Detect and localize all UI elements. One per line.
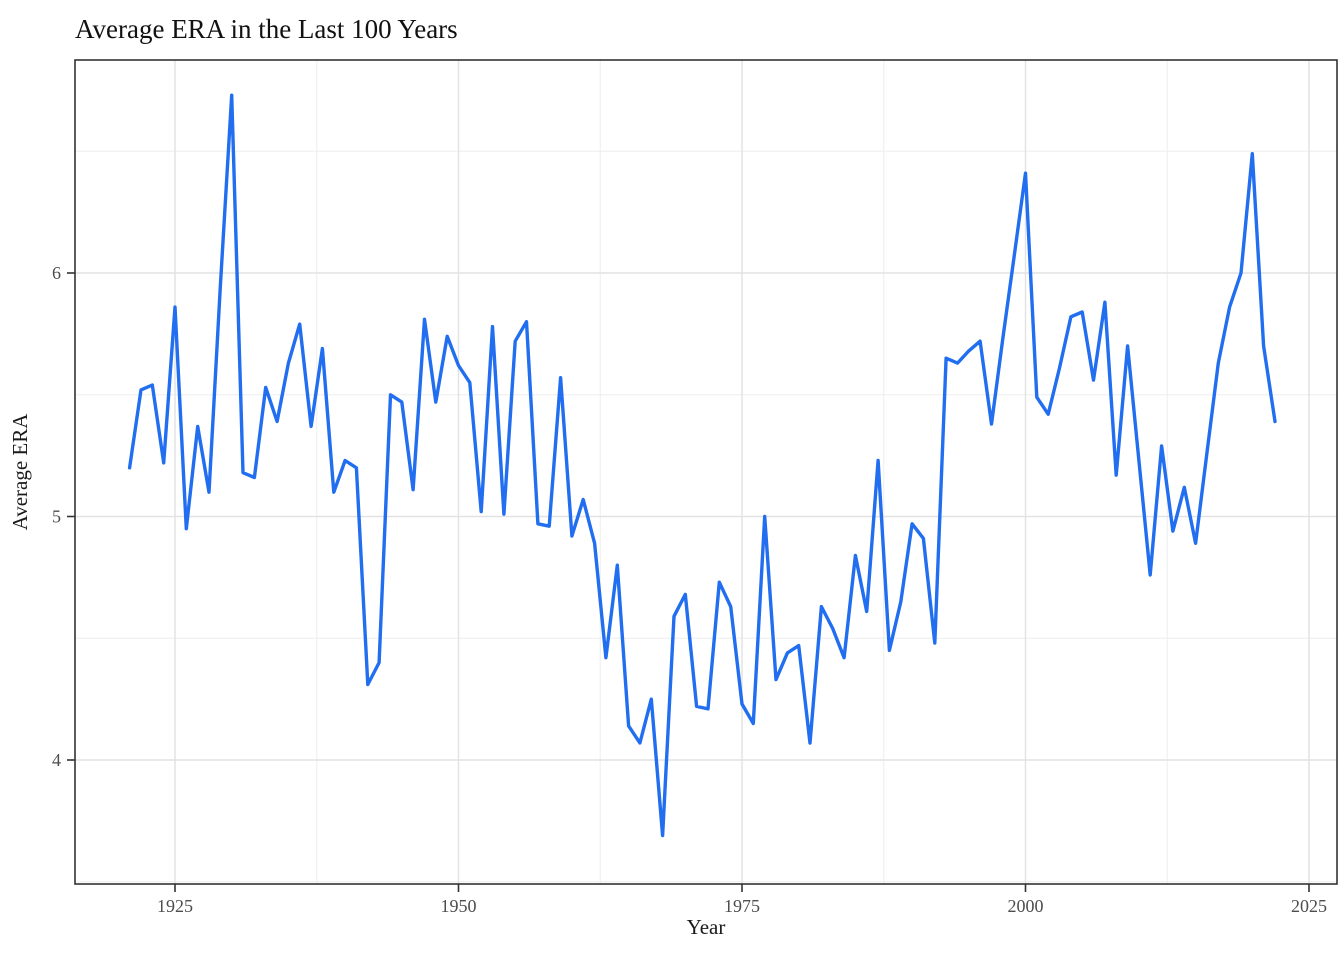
plot-panel-border xyxy=(74,59,1338,885)
gridlines-minor xyxy=(75,60,1337,884)
x-tick-label: 1925 xyxy=(157,896,193,916)
y-tick-label: 5 xyxy=(52,507,61,527)
gridlines-major xyxy=(75,60,1337,884)
era-line-series xyxy=(127,93,1277,838)
x-tick-label: 2025 xyxy=(1291,896,1327,916)
y-axis-label: Average ERA xyxy=(8,413,32,531)
y-tick-label: 4 xyxy=(52,750,61,770)
series-group xyxy=(127,93,1277,838)
y-axis: 4 5 6 xyxy=(52,263,75,770)
x-axis-label: Year xyxy=(687,915,726,939)
chart-title: Average ERA in the Last 100 Years xyxy=(75,14,458,44)
y-tick-label: 6 xyxy=(52,263,61,283)
x-tick-label: 1975 xyxy=(724,896,760,916)
x-tick-label: 2000 xyxy=(1008,896,1044,916)
x-axis: 1925 1950 1975 2000 2025 xyxy=(157,884,1327,916)
x-tick-label: 1950 xyxy=(441,896,477,916)
